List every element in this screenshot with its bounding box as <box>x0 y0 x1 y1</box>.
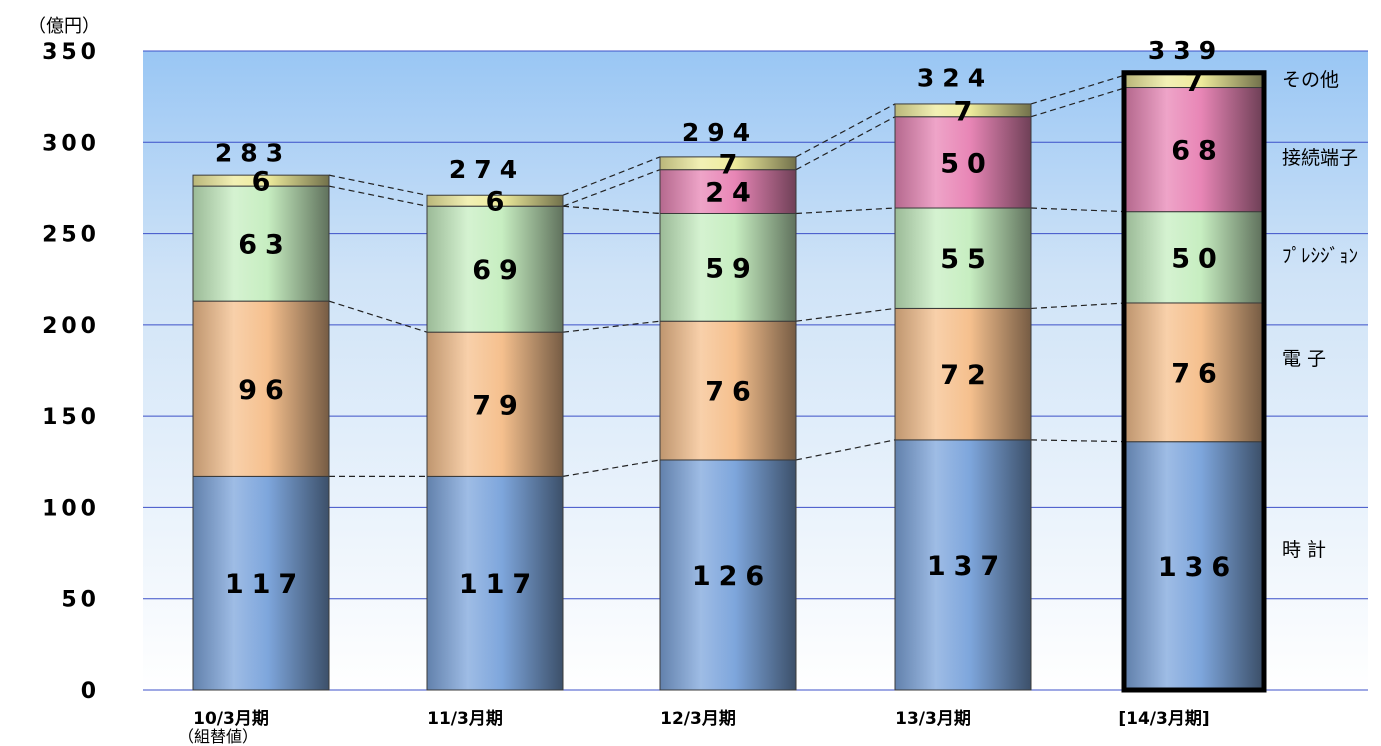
x-tick-label: 13/3月期 <box>895 709 971 729</box>
connector-line <box>562 320 661 333</box>
connector-line <box>795 207 896 215</box>
connector-lines <box>328 74 1127 477</box>
bar-segment <box>659 320 797 461</box>
connector-line <box>795 116 896 171</box>
segment-value-label: 117 <box>459 569 539 600</box>
legend-label: 時 計 <box>1282 539 1326 561</box>
total-value-label: 324 <box>917 63 993 92</box>
bar-segment <box>1125 441 1263 691</box>
y-tick-label: 250 <box>42 223 100 248</box>
connector-line <box>328 185 428 207</box>
connector-line <box>1030 207 1127 213</box>
segment-value-label: 24 <box>705 178 759 209</box>
bars <box>192 70 1267 693</box>
total-value-label: 339 <box>1148 36 1224 65</box>
legend-label: ﾌﾟﾚｼｼﾞｮﾝ <box>1282 245 1358 267</box>
bar-segment <box>659 459 797 691</box>
unit-label: （億円） <box>28 16 100 37</box>
bar-segment <box>426 194 564 207</box>
segment-value-label: 72 <box>940 360 994 391</box>
bar-segment <box>192 300 330 477</box>
total-value-label: 294 <box>682 118 758 147</box>
segment-value-label: 69 <box>472 255 526 286</box>
x-tick-label: 10/3月期 <box>193 709 269 729</box>
bar-segment <box>192 185 330 302</box>
segment-value-label: 137 <box>927 551 1007 582</box>
connector-line <box>1030 86 1127 118</box>
x-tick-label: 11/3月期 <box>427 709 503 729</box>
connector-line <box>795 307 896 322</box>
segment-value-label: 76 <box>1171 358 1225 389</box>
total-value-label: 283 <box>215 138 291 167</box>
segment-value-label: 126 <box>692 561 772 592</box>
bar-segment <box>894 439 1032 691</box>
segment-value-label: 55 <box>940 244 994 275</box>
x-tick-note: （組替値） <box>178 727 258 746</box>
segment-value-label: 68 <box>1171 136 1225 167</box>
segment-value-label: 7 <box>1185 67 1212 98</box>
bar-segment <box>894 207 1032 309</box>
bar-segment <box>894 116 1032 209</box>
x-tick-label: [14/3月期] <box>1118 709 1209 729</box>
connector-line <box>562 205 661 215</box>
connector-line <box>328 300 428 333</box>
highlight-outline <box>1121 70 1267 693</box>
y-tick-label: 200 <box>42 314 100 339</box>
y-axis: 0 50 100 150 200 250 300 350 <box>42 40 100 704</box>
legend-label: 接続端子 <box>1282 147 1358 169</box>
bar-segment <box>426 205 564 333</box>
connector-line <box>328 174 428 196</box>
bar-segment <box>894 103 1032 118</box>
y-tick-label: 300 <box>42 131 100 156</box>
bar-segment <box>659 156 797 171</box>
segment-value-label: 59 <box>705 253 759 284</box>
connector-line <box>1030 74 1127 105</box>
connector-line <box>795 103 896 158</box>
segment-value-label: 79 <box>472 390 526 421</box>
x-axis: 10/3月期（組替値） 11/3月期 12/3月期 13/3月期 [14/3月期] <box>178 709 1210 746</box>
segment-value-label: 50 <box>1171 243 1225 274</box>
legend: 時 計 電 子 ﾌﾟﾚｼｼﾞｮﾝ 接続端子 その他 <box>1282 69 1358 561</box>
bar-segment <box>1125 302 1263 443</box>
connector-line <box>1030 439 1127 443</box>
segment-value-label: 6 <box>486 187 513 218</box>
x-tick-label: 12/3月期 <box>660 709 736 729</box>
y-tick-label: 150 <box>42 405 100 430</box>
segment-value-label: 96 <box>238 375 292 406</box>
segment-value-label: 7 <box>954 96 981 127</box>
connector-line <box>562 459 661 477</box>
y-tick-label: 50 <box>61 588 100 613</box>
segment-value-label: 63 <box>238 230 292 261</box>
bar-segment <box>659 169 797 214</box>
bar-segment <box>426 475 564 691</box>
y-tick-label: 0 <box>81 679 100 704</box>
segment-value-label: 76 <box>705 377 759 408</box>
bar-segment <box>426 331 564 477</box>
bar-segment <box>659 212 797 322</box>
segment-value-label: 7 <box>719 149 746 180</box>
y-tick-label: 350 <box>42 40 100 65</box>
data-labels: 1179663628311779696274126765924729413772… <box>215 36 1238 600</box>
bar-segment <box>192 174 330 187</box>
y-tick-label: 100 <box>42 496 100 521</box>
legend-label: その他 <box>1282 69 1339 91</box>
segment-value-label: 6 <box>252 167 279 198</box>
segment-value-label: 117 <box>225 569 305 600</box>
legend-label: 電 子 <box>1282 348 1326 370</box>
connector-line <box>562 169 661 207</box>
connector-line <box>1030 302 1127 310</box>
total-value-label: 274 <box>449 155 525 184</box>
connector-line <box>562 156 661 196</box>
bar-segment <box>1125 211 1263 304</box>
bar-segment <box>1125 87 1263 213</box>
connector-line <box>795 439 896 461</box>
segment-value-label: 136 <box>1158 552 1238 583</box>
segment-value-label: 50 <box>940 148 994 179</box>
